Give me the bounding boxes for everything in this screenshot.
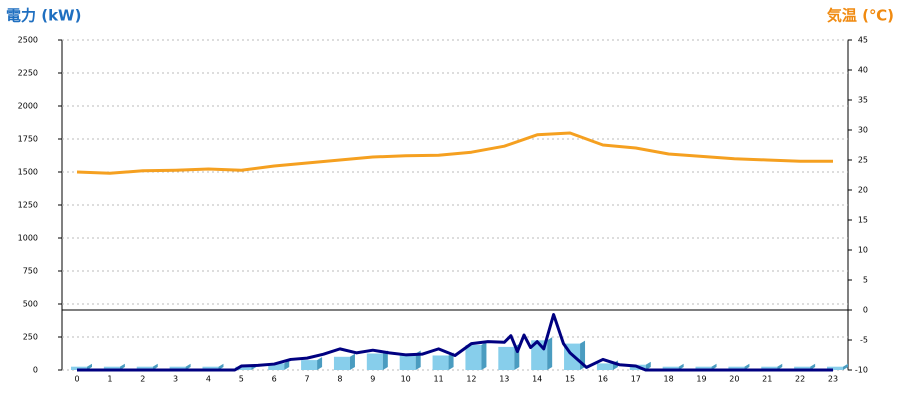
bar bbox=[301, 360, 318, 370]
x-tick-label: 22 bbox=[795, 375, 805, 384]
bar bbox=[794, 366, 811, 370]
x-tick-label: 18 bbox=[664, 375, 674, 384]
y2-tick-label: 30 bbox=[858, 126, 868, 135]
bar bbox=[432, 355, 449, 370]
x-tick-label: 15 bbox=[565, 375, 575, 384]
bar-side bbox=[645, 361, 651, 370]
y2-tick-label: 10 bbox=[858, 246, 868, 255]
bar bbox=[103, 366, 120, 370]
y2-tick-label: 5 bbox=[863, 276, 868, 285]
bar bbox=[662, 366, 679, 370]
y-tick-label: 2250 bbox=[18, 69, 38, 78]
y-tick-label: 750 bbox=[23, 267, 38, 276]
y2-tick-label: 40 bbox=[858, 66, 868, 75]
y2-tick-label: 15 bbox=[858, 216, 868, 225]
bar-side bbox=[218, 363, 224, 370]
y-tick-label: 0 bbox=[33, 366, 38, 375]
bar-side bbox=[152, 363, 158, 370]
x-tick-label: 6 bbox=[272, 375, 277, 384]
bar bbox=[235, 366, 252, 370]
x-tick-label: 16 bbox=[598, 375, 608, 384]
x-tick-label: 14 bbox=[532, 375, 542, 384]
bar bbox=[366, 353, 383, 370]
bar-side bbox=[547, 337, 553, 370]
x-tick-label: 13 bbox=[499, 375, 509, 384]
x-tick-label: 1 bbox=[107, 375, 112, 384]
bar bbox=[498, 346, 515, 370]
bar-side bbox=[481, 341, 487, 370]
x-tick-label: 4 bbox=[206, 375, 211, 384]
bar-side bbox=[678, 363, 684, 370]
bar bbox=[827, 366, 843, 370]
bar bbox=[71, 366, 87, 370]
bar bbox=[333, 356, 350, 370]
y-tick-label: 1750 bbox=[18, 135, 38, 144]
x-tick-label: 5 bbox=[239, 375, 244, 384]
bar-side bbox=[87, 363, 92, 370]
bar-side bbox=[317, 357, 323, 370]
x-tick-label: 21 bbox=[762, 375, 772, 384]
y2-tick-label: -10 bbox=[855, 366, 868, 375]
bar bbox=[136, 366, 153, 370]
bar-side bbox=[744, 363, 750, 370]
x-tick-label: 11 bbox=[433, 375, 443, 384]
bar-side bbox=[185, 363, 191, 370]
y2-tick-label: 25 bbox=[858, 156, 868, 165]
x-tick-label: 9 bbox=[370, 375, 375, 384]
bar bbox=[465, 344, 482, 370]
bar-side bbox=[777, 363, 783, 370]
x-tick-label: 19 bbox=[696, 375, 706, 384]
bar-side bbox=[284, 360, 290, 370]
y2-tick-label: -5 bbox=[860, 336, 868, 345]
bar bbox=[202, 366, 219, 370]
x-tick-label: 7 bbox=[305, 375, 310, 384]
bar bbox=[596, 363, 613, 370]
y-tick-label: 2500 bbox=[18, 36, 38, 45]
x-tick-label: 20 bbox=[729, 375, 739, 384]
bar bbox=[169, 366, 186, 370]
line bbox=[77, 313, 833, 372]
y2-tick-label: 20 bbox=[858, 186, 868, 195]
bar-side bbox=[382, 350, 388, 370]
bar-side bbox=[843, 363, 848, 370]
bar-side bbox=[711, 363, 717, 370]
bar-side bbox=[119, 363, 125, 370]
y-tick-label: 1500 bbox=[18, 168, 38, 177]
line bbox=[76, 131, 833, 175]
y2-axis-title: 気温 (℃) bbox=[827, 7, 894, 25]
y-tick-label: 250 bbox=[23, 333, 38, 342]
y-axis-title: 電力 (kW) bbox=[6, 7, 81, 25]
y-tick-label: 500 bbox=[23, 300, 38, 309]
x-tick-label: 8 bbox=[337, 375, 342, 384]
x-tick-label: 10 bbox=[401, 375, 411, 384]
bar bbox=[761, 366, 778, 370]
bar-side bbox=[448, 352, 454, 370]
y-tick-label: 2000 bbox=[18, 102, 38, 111]
y2-tick-label: 45 bbox=[858, 36, 868, 45]
bar-side bbox=[349, 353, 355, 370]
bar bbox=[695, 366, 712, 370]
y-tick-label: 1250 bbox=[18, 201, 38, 210]
bar bbox=[268, 363, 285, 370]
x-tick-label: 23 bbox=[828, 375, 838, 384]
bar bbox=[399, 353, 416, 370]
x-tick-label: 12 bbox=[466, 375, 476, 384]
y-tick-label: 1000 bbox=[18, 234, 38, 243]
y2-tick-label: 35 bbox=[858, 96, 868, 105]
x-tick-label: 3 bbox=[173, 375, 178, 384]
x-tick-label: 2 bbox=[140, 375, 145, 384]
x-tick-label: 17 bbox=[631, 375, 641, 384]
bar bbox=[728, 366, 745, 370]
bar-side bbox=[810, 363, 816, 370]
x-tick-label: 0 bbox=[74, 375, 79, 384]
y2-tick-label: 0 bbox=[863, 306, 868, 315]
